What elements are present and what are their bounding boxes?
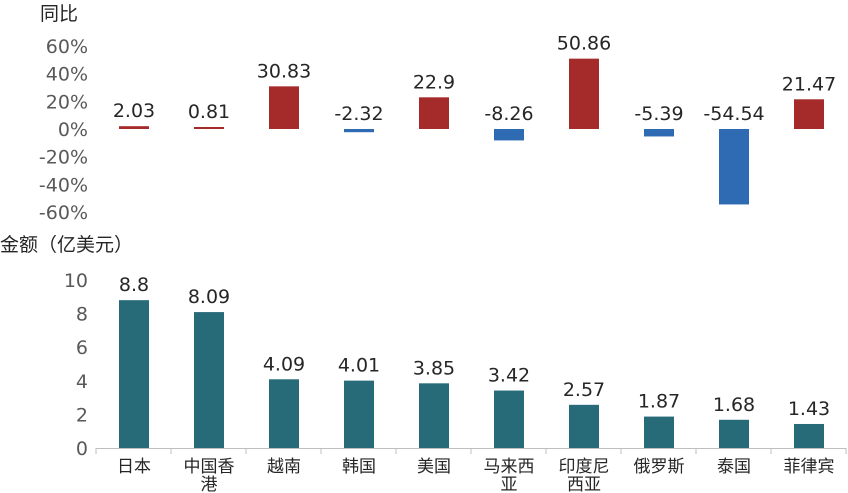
amount-bar xyxy=(419,383,449,448)
category-label: 俄罗斯 xyxy=(634,457,685,477)
amount-ytick-label: 4 xyxy=(76,371,88,393)
amount-data-label: 1.68 xyxy=(713,394,755,416)
yoy-ytick-label: -40% xyxy=(39,174,88,196)
amount-ytick-label: 2 xyxy=(76,404,88,426)
category-label: 西亚 xyxy=(567,475,601,493)
yoy-data-label: -54.54 xyxy=(703,103,764,125)
amount-bar xyxy=(194,312,224,448)
yoy-data-label: 2.03 xyxy=(113,100,155,122)
amount-bar xyxy=(494,390,524,448)
category-label: 美国 xyxy=(417,457,451,477)
category-label: 马来西 xyxy=(484,457,535,477)
amount-data-label: 4.01 xyxy=(338,355,380,377)
amount-bar xyxy=(119,300,149,448)
yoy-bar xyxy=(419,97,449,129)
yoy-data-label: -5.39 xyxy=(634,103,683,125)
yoy-bar xyxy=(269,86,299,129)
amount-bar xyxy=(569,404,599,448)
category-label: 日本 xyxy=(117,457,151,477)
yoy-chart: 同比 60% 40% 20% 0% -20% -40% -60% 2.03 0.81 30.83 -2… xyxy=(39,3,836,224)
yoy-data-label: -2.32 xyxy=(334,103,383,125)
amount-ytick-label: 10 xyxy=(64,270,88,292)
amount-axis-title: 金额（亿美元） xyxy=(0,234,133,256)
amount-ytick-label: 0 xyxy=(76,438,88,460)
amount-data-label: 8.8 xyxy=(119,274,149,296)
yoy-ytick-label: -60% xyxy=(39,202,88,224)
category-label: 亚 xyxy=(501,475,518,493)
yoy-bar xyxy=(644,129,674,137)
amount-bar xyxy=(269,379,299,448)
yoy-ytick-label: 0% xyxy=(58,119,88,141)
category-label: 越南 xyxy=(267,457,301,477)
yoy-bar xyxy=(719,129,749,205)
amount-data-label: 3.85 xyxy=(413,357,455,379)
yoy-bar xyxy=(344,129,374,133)
amount-ytick-label: 6 xyxy=(76,337,88,359)
amount-ytick-label: 8 xyxy=(76,304,88,326)
yoy-data-label: 30.83 xyxy=(257,60,311,82)
amount-data-label: 1.87 xyxy=(638,391,680,413)
amount-data-label: 8.09 xyxy=(188,286,230,308)
yoy-bar xyxy=(794,99,824,129)
category-label: 泰国 xyxy=(717,457,751,477)
category-label: 菲律宾 xyxy=(784,457,835,477)
yoy-data-label: -8.26 xyxy=(484,103,533,125)
yoy-axis-title: 同比 xyxy=(40,3,78,25)
yoy-data-label: 50.86 xyxy=(557,33,611,55)
amount-bar xyxy=(644,416,674,448)
yoy-ytick-label: 40% xyxy=(46,64,88,86)
yoy-bar xyxy=(569,58,599,130)
category-label: 港 xyxy=(201,475,218,493)
category-label: 印度尼 xyxy=(559,457,610,477)
yoy-ytick-label: 20% xyxy=(46,91,88,113)
amount-chart: 金额（亿美元） 10 8 6 4 2 0 8.8 8.09 4.09 4.01 3.85 3.42 2.5… xyxy=(0,234,847,493)
amount-bar xyxy=(794,423,824,448)
amount-data-label: 4.09 xyxy=(263,353,305,375)
amount-data-label: 3.42 xyxy=(488,365,530,387)
yoy-bar xyxy=(119,126,149,129)
category-label: 中国香 xyxy=(184,457,235,477)
amount-data-label: 2.57 xyxy=(563,379,605,401)
yoy-bar xyxy=(194,127,224,129)
yoy-ytick-label: 60% xyxy=(46,36,88,58)
yoy-bar xyxy=(494,129,524,141)
amount-bar xyxy=(719,419,749,448)
amount-bar xyxy=(344,380,374,448)
yoy-data-label: 22.9 xyxy=(413,71,455,93)
yoy-data-label: 0.81 xyxy=(188,101,230,123)
category-label: 韩国 xyxy=(342,457,376,477)
yoy-ytick-label: -20% xyxy=(39,147,88,169)
yoy-data-label: 21.47 xyxy=(782,73,836,95)
amount-data-label: 1.43 xyxy=(788,398,830,420)
